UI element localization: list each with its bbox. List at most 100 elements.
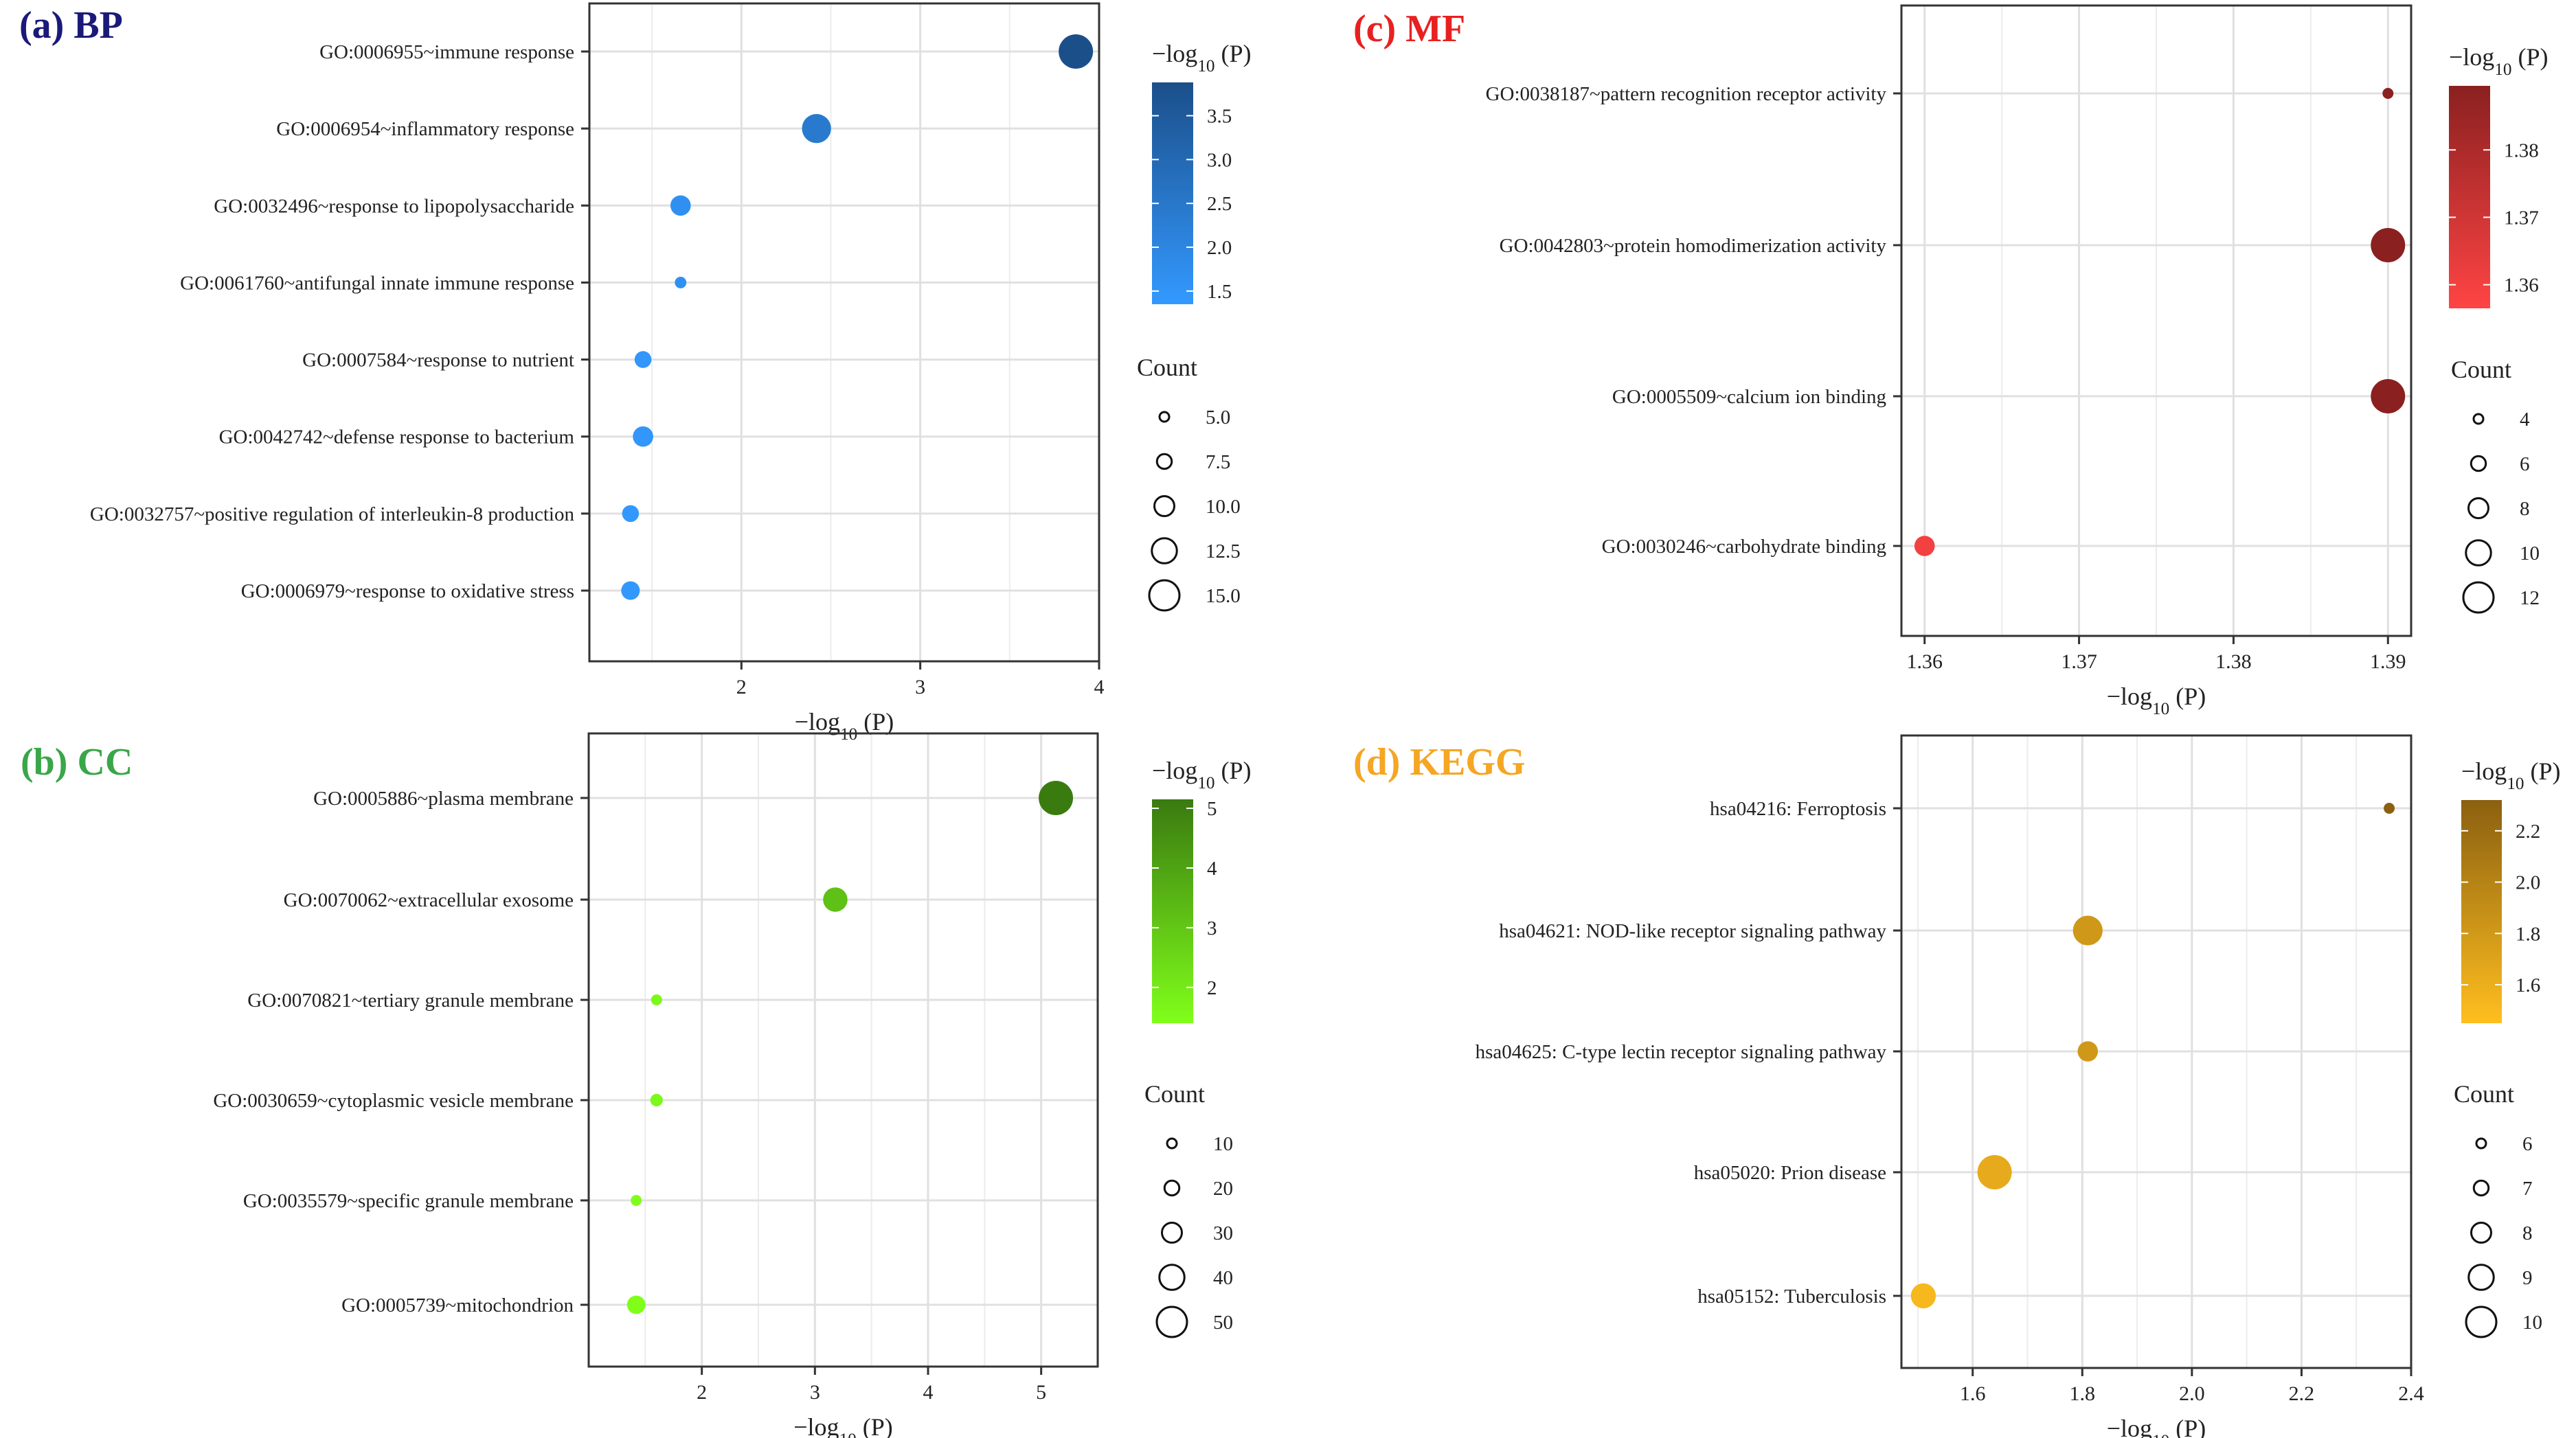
x-tick-label: 1.6 [1960,1382,1986,1405]
color-legend-tick-label: 1.38 [2504,139,2539,161]
category-label: GO:0005886~plasma membrane [313,788,574,810]
category-label: GO:0006955~immune response [319,41,574,63]
category-label: GO:0042742~defense response to bacterium [219,426,575,448]
x-tick-label: 2 [736,676,747,698]
color-legend-title: −log10 (P) [1152,40,1252,76]
size-legend-title: Count [2451,356,2511,383]
color-bar [2449,86,2490,308]
size-legend-label: 10 [2520,543,2540,564]
size-legend-label: 8 [2520,498,2530,520]
size-legend-label: 4 [2520,409,2530,431]
panel-label-bp: (a) BP [19,4,123,47]
size-legend-label: 7 [2522,1178,2533,1200]
category-label: GO:0070062~extracellular exosome [284,889,574,911]
color-legend-tick-label: 5 [1207,798,1217,820]
color-legend-tick-label: 1.36 [2504,275,2539,297]
data-point [1059,34,1094,69]
color-legend-tick-label: 3.0 [1207,149,1232,171]
color-legend-tick-label: 1.37 [2504,207,2539,229]
data-point [631,1195,642,1206]
data-point [2072,915,2103,946]
color-legend-tick-label: 2.2 [2516,821,2540,843]
data-point [2371,228,2406,262]
data-point [2077,1041,2099,1062]
size-legend-label: 10 [2522,1312,2542,1334]
color-legend-title: −log10 (P) [2449,43,2549,79]
size-legend-label: 6 [2522,1133,2533,1155]
x-tick-label: 3 [915,676,925,698]
category-label: hsa05152: Tuberculosis [1697,1286,1886,1308]
size-legend-title: Count [1144,1080,1205,1108]
color-legend-tick-label: 3 [1207,917,1217,939]
data-point [2384,803,2395,814]
panel-cc: (b) CC 2 3 4 5 −log10 (P) GO:0005886~plasma me… [21,732,1252,1438]
size-legend-label: 7.5 [1206,451,1230,473]
size-legend-circle [2467,1264,2495,1291]
panel-label-cc: (b) CC [21,741,133,784]
color-legend-title: −log10 (P) [1152,757,1252,792]
data-point [650,1093,663,1107]
category-label: GO:0030659~cytoplasmic vesicle membrane [213,1090,574,1112]
category-label: hsa04216: Ferroptosis [1710,798,1886,820]
data-point [2371,379,2406,413]
color-bar [1152,799,1193,1023]
color-legend-tick-label: 1.8 [2516,923,2540,945]
size-legend-circle [1158,1264,1186,1291]
x-tick-label: 5 [1036,1381,1046,1404]
x-tick-label: 2.0 [2179,1382,2205,1405]
size-legend-label: 12 [2520,587,2540,609]
color-legend-tick-label: 2.0 [2516,872,2540,894]
category-label: GO:0005509~calcium ion binding [1612,386,1886,408]
size-legend-circle [2470,455,2487,472]
x-tick-label: 1.37 [2061,650,2097,673]
size-legend-circle [1158,411,1171,423]
size-legend-label: 10.0 [1206,496,1241,518]
size-legend-circle [2467,497,2489,519]
size-legend-circle [1148,579,1181,612]
data-point [670,195,691,216]
size-legend-circle [1153,495,1175,517]
size-legend-circle [1151,537,1178,564]
panel-label-mf: (c) MF [1353,8,1465,50]
data-point [621,581,640,600]
category-label: GO:0005739~mitochondrion [341,1294,574,1316]
plot-border [588,2,1100,663]
category-label: GO:0035579~specific granule membrane [243,1190,574,1212]
size-legend-circle [1155,1305,1188,1338]
category-label: GO:0006979~response to oxidative stress [241,580,574,602]
data-point [633,426,653,447]
category-label: GO:0030246~carbohydrate binding [1602,536,1886,558]
size-legend-label: 5.0 [1206,407,1230,429]
category-label: hsa04625: C-type lectin receptor signali… [1476,1041,1887,1063]
data-point [634,351,652,368]
size-legend-circle [1163,1179,1181,1197]
x-tick-label: 4 [1094,676,1105,698]
category-label: GO:0038187~pattern recognition receptor … [1486,83,1887,105]
category-label: hsa05020: Prion disease [1694,1162,1886,1184]
data-point [802,113,831,144]
size-legend-label: 20 [1213,1178,1233,1200]
data-point [1910,1283,1936,1309]
x-tick-label: 1.36 [1906,650,1943,673]
data-point [622,505,640,523]
size-legend-label: 40 [1213,1267,1233,1289]
x-tick-label: 1.39 [2370,650,2406,673]
x-tick-label: 1.38 [2215,650,2252,673]
data-point [651,994,662,1005]
size-legend-label: 12.5 [1206,540,1241,562]
data-point [1039,781,1074,815]
data-point [1914,536,1935,556]
panel-mf: (c) MF 1.36 1.37 1.38 1.39 −log10 (P) GO:00381… [1353,4,2549,718]
category-label: GO:0061760~antifungal innate immune resp… [180,272,574,294]
size-legend-circle [1161,1222,1183,1244]
color-bar [2461,800,2502,1023]
size-legend-circle [1166,1137,1178,1150]
size-legend-circle [2470,1222,2492,1244]
size-legend-circle [1155,453,1173,470]
size-legend-label: 15.0 [1206,585,1241,607]
x-tick-label: 2.4 [2398,1382,2424,1405]
x-axis-title: −log10 (P) [2107,1415,2206,1438]
color-legend-tick-label: 4 [1207,858,1217,880]
plot-border [1900,4,2413,637]
